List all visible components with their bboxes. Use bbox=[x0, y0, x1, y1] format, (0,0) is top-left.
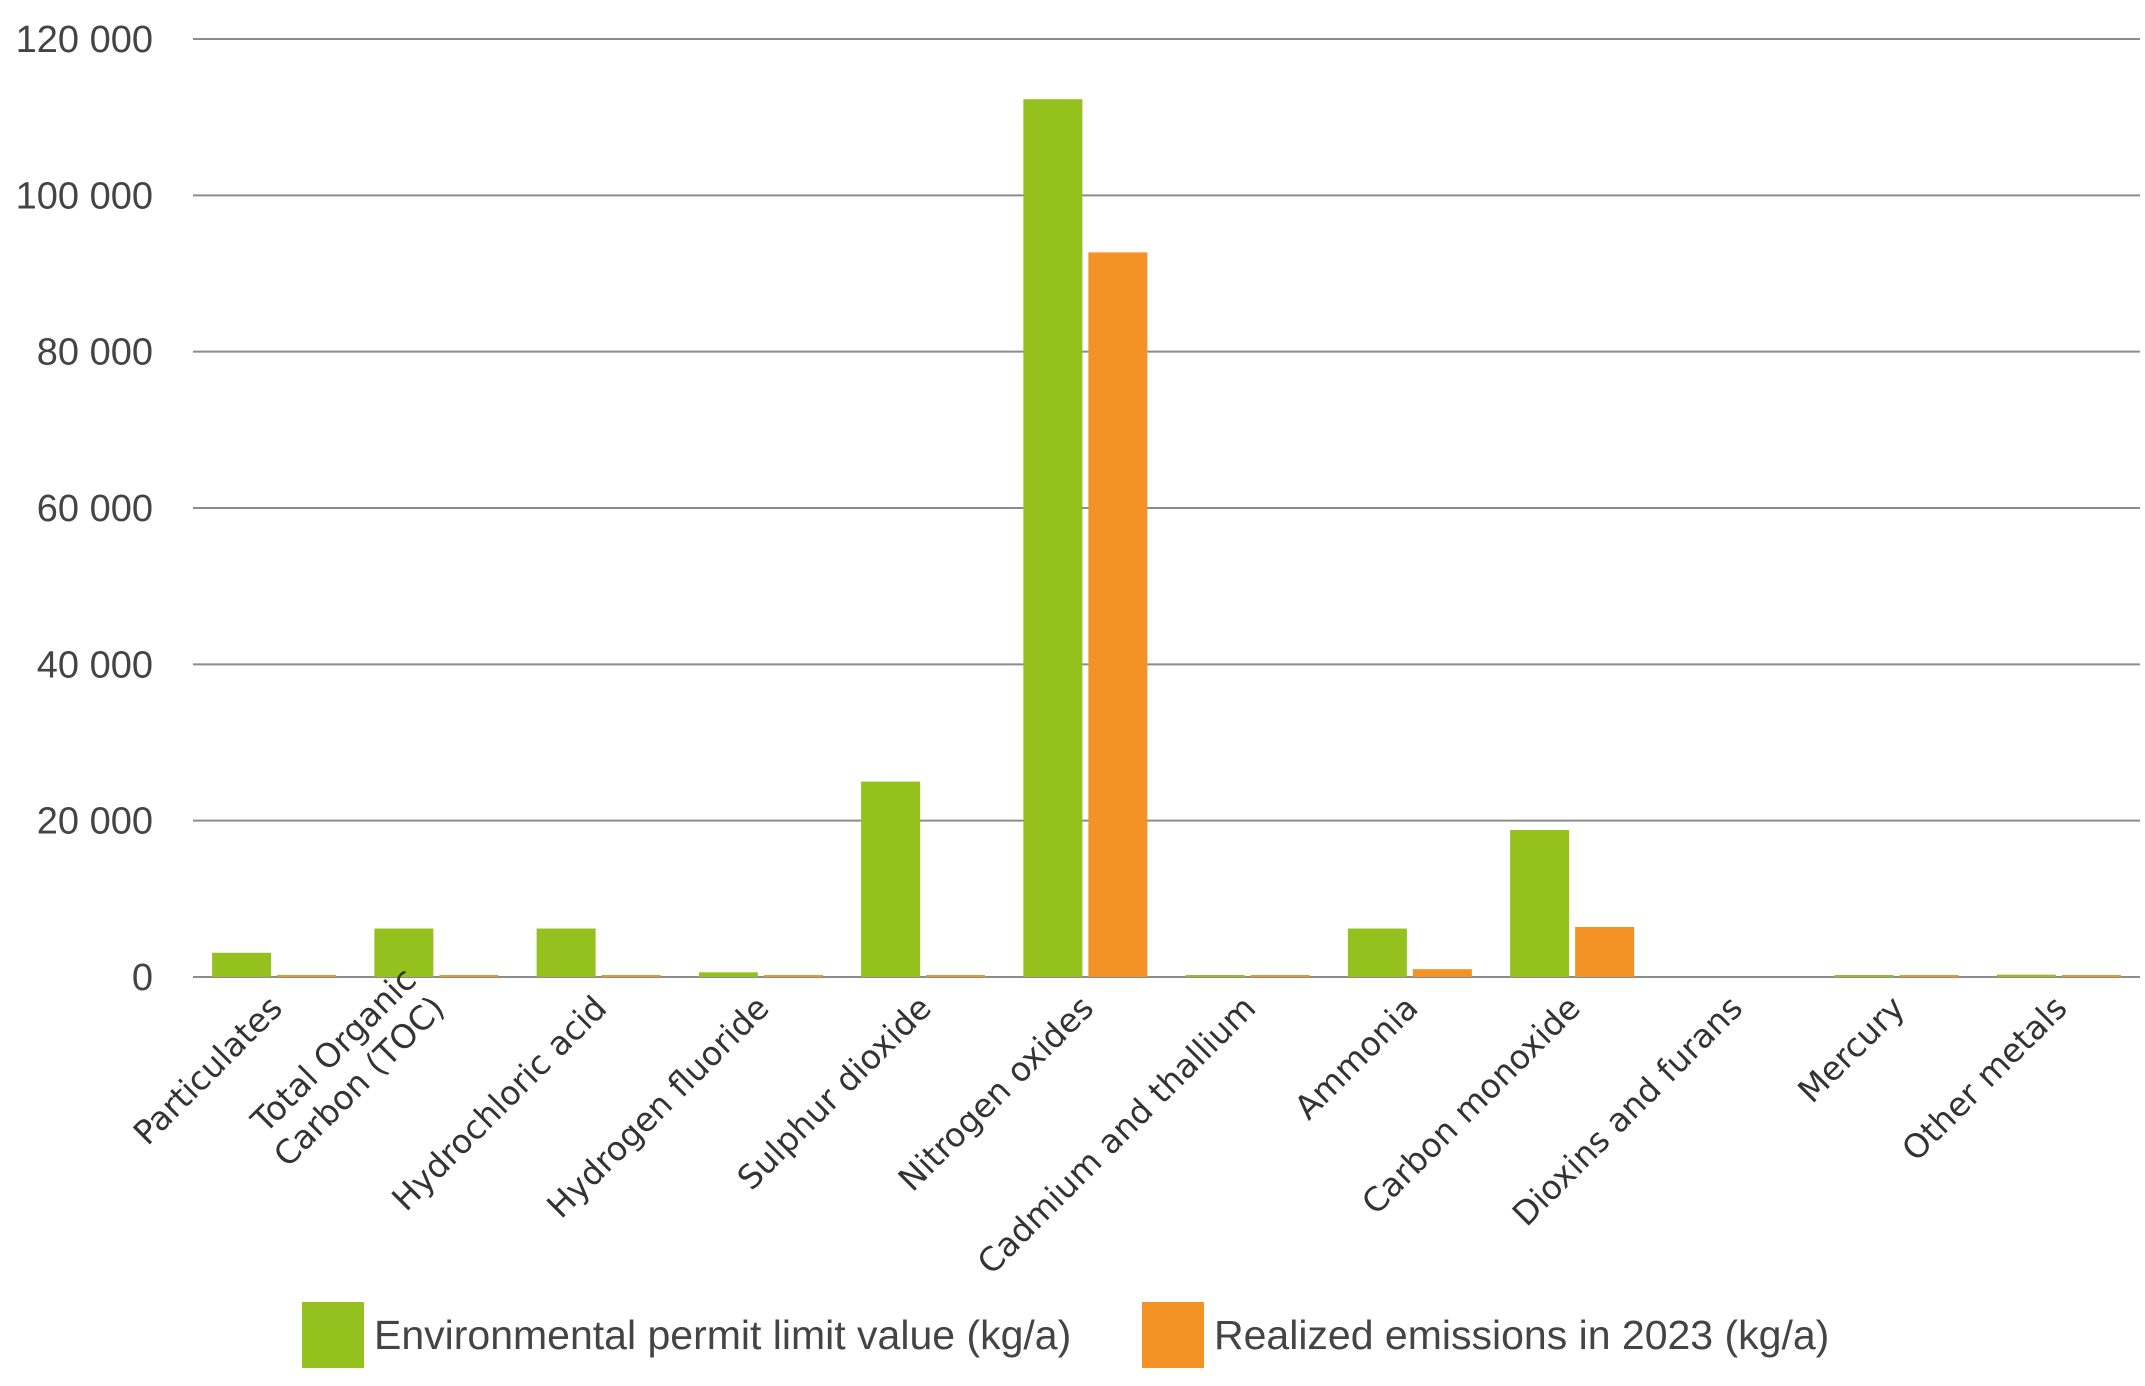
y-tick-label: 20 000 bbox=[37, 801, 153, 843]
bar-permit-limit bbox=[212, 952, 272, 977]
legend-swatch-realized-emissions bbox=[1142, 1302, 1204, 1368]
bar-permit-limit bbox=[1023, 99, 1083, 977]
bar-permit-limit bbox=[374, 928, 434, 977]
legend: Environmental permit limit value (kg/a) … bbox=[0, 1300, 2145, 1380]
bar-permit-limit bbox=[698, 972, 758, 977]
y-tick-label: 100 000 bbox=[16, 175, 153, 217]
bars bbox=[212, 99, 2121, 977]
gridlines bbox=[193, 38, 2140, 978]
bar-permit-limit bbox=[1996, 974, 2056, 977]
legend-label-realized-emissions: Realized emissions in 2023 (kg/a) bbox=[1214, 1311, 1830, 1358]
y-tick-label: 0 bbox=[132, 957, 153, 999]
bar-realized-emissions bbox=[1250, 975, 1310, 977]
y-tick-label: 40 000 bbox=[37, 644, 153, 686]
bar-realized-emissions bbox=[1412, 969, 1472, 977]
bar-realized-emissions bbox=[277, 975, 337, 977]
bar-realized-emissions bbox=[601, 975, 661, 977]
bar-permit-limit bbox=[1185, 975, 1245, 977]
legend-label-permit-limit: Environmental permit limit value (kg/a) bbox=[374, 1311, 1072, 1358]
bar-realized-emissions bbox=[439, 975, 499, 977]
bar-permit-limit bbox=[1347, 928, 1407, 977]
y-tick-label: 120 000 bbox=[16, 19, 153, 61]
bar-realized-emissions bbox=[2061, 975, 2121, 977]
bar-realized-emissions bbox=[763, 975, 823, 977]
bar-realized-emissions bbox=[1088, 252, 1148, 977]
y-tick-label: 80 000 bbox=[37, 332, 153, 374]
bar-permit-limit bbox=[1834, 975, 1894, 977]
bar-realized-emissions bbox=[1575, 926, 1635, 977]
legend-swatch-permit-limit bbox=[302, 1302, 364, 1368]
x-category-label: Mercury bbox=[1790, 988, 1912, 1110]
bar-permit-limit bbox=[1510, 830, 1570, 977]
bar-realized-emissions bbox=[926, 975, 986, 977]
x-category-label: Cadmium and thallium bbox=[970, 988, 1264, 1282]
bar-permit-limit bbox=[861, 781, 921, 977]
legend-item-realized-emissions: Realized emissions in 2023 (kg/a) bbox=[1142, 1300, 1829, 1370]
bar-realized-emissions bbox=[1899, 975, 1959, 977]
legend-item-permit-limit: Environmental permit limit value (kg/a) bbox=[302, 1300, 1071, 1370]
x-category-label: Other metals bbox=[1894, 988, 2074, 1168]
y-axis-tick-labels: 0 20 000 40 000 60 000 80 000 100 000 120 000 bbox=[16, 19, 153, 999]
x-category-label: Ammonia bbox=[1287, 988, 1426, 1127]
bar-permit-limit bbox=[536, 928, 596, 977]
y-tick-label: 60 000 bbox=[37, 488, 153, 530]
